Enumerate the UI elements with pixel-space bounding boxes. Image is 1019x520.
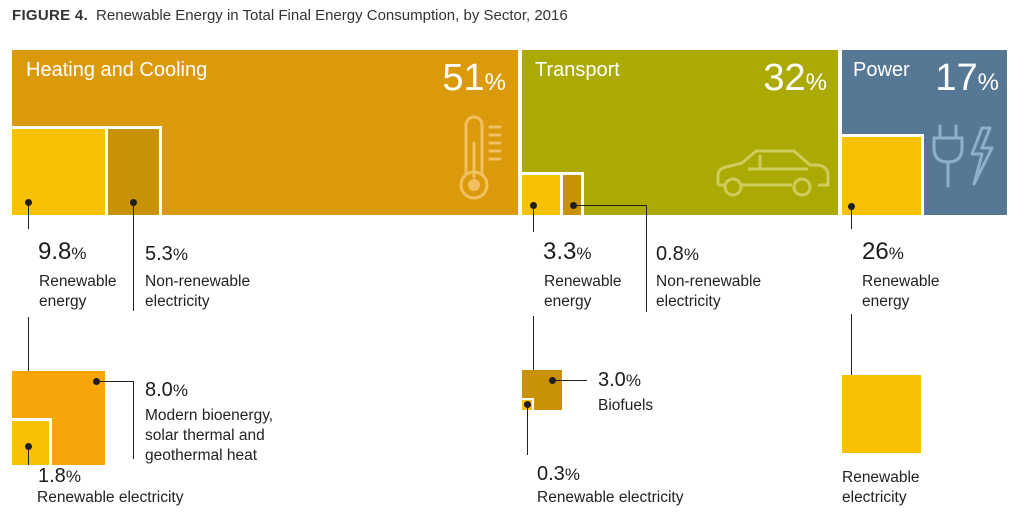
heating-renewable-dot [25, 199, 32, 206]
heating-renewable-electricity-label: Renewable electricity [37, 489, 184, 506]
transport-renewable-connector [533, 206, 534, 232]
power-renewable-electricity-square [842, 375, 921, 453]
heating-nonrenewable-connector [133, 203, 134, 311]
transport-nonrenewable-label: Non-renewable electricity [656, 273, 762, 310]
heating-nonrenewable-label: Non-renewable electricity [145, 273, 251, 310]
transport-biofuels-label: Biofuels [598, 397, 654, 414]
heating-bioenergy-dot [93, 378, 100, 385]
heating-nonrenewable-value: 5.3% [145, 243, 188, 265]
figure-title: FIGURE 4. Renewable Energy in Total Final… [12, 7, 568, 24]
power-share: 17% [935, 57, 999, 99]
heating-cooling-label: Heating and Cooling [26, 59, 208, 81]
transport-breakdown-connector [533, 316, 534, 382]
heating-renewable-value: 9.8% [38, 238, 87, 265]
figure-number: FIGURE 4. [12, 7, 89, 24]
figure-title-text: Renewable Energy in Total Final Energy C… [96, 7, 568, 24]
heating-renewable-label: Renewable energy [39, 273, 117, 310]
power-renewable-square [842, 134, 924, 215]
transport-renewable-electricity-value: 0.3% [537, 463, 580, 485]
power-renewable-dot [848, 203, 855, 210]
heating-bioenergy-value: 8.0% [145, 379, 188, 401]
transport-renewable-electricity-connector [527, 405, 528, 455]
heating-cooling-share: 51% [442, 57, 506, 99]
power-plug-icon [932, 124, 994, 188]
power-renewable-electricity-label: Renewable electricity [842, 469, 920, 506]
transport-renewable-dot [530, 202, 537, 209]
transport-nonrenewable-connector-h [574, 205, 647, 206]
heating-breakdown-connector [28, 317, 29, 381]
transport-biofuels-value: 3.0% [598, 369, 641, 391]
car-icon [716, 149, 830, 197]
heating-renewable-connector [28, 203, 29, 229]
transport-nonrenewable-connector-v [646, 205, 647, 312]
transport-biofuels-connector [553, 380, 587, 381]
transport-renewable-square [522, 172, 563, 215]
heating-renewable-electricity-square [12, 418, 52, 465]
heating-bioenergy-label: Modern bioenergy, solar thermal and geot… [145, 407, 274, 464]
power-breakdown-connector [851, 314, 852, 375]
power-label: Power [853, 59, 910, 81]
power-renewable-value: 26% [862, 238, 904, 265]
heating-renewable-electricity-value: 1.8% [38, 465, 81, 487]
heating-bioenergy-connector-h [97, 381, 134, 382]
transport-biofuels-dot [549, 377, 556, 384]
thermometer-icon [459, 115, 502, 200]
transport-renewable-label: Renewable energy [544, 273, 622, 310]
transport-share: 32% [763, 57, 827, 99]
heating-bioenergy-connector-v [133, 381, 134, 459]
power-renewable-label: Renewable energy [862, 273, 940, 310]
transport-renewable-electricity-dot [524, 401, 531, 408]
transport-renewable-value: 3.3% [543, 238, 592, 265]
transport-nonrenewable-value: 0.8% [656, 243, 699, 265]
heating-renewable-electricity-dot [25, 443, 32, 450]
transport-label: Transport [535, 59, 620, 81]
heating-renewable-electricity-connector [28, 447, 29, 465]
heating-nonrenewable-dot [130, 199, 137, 206]
transport-nonrenewable-square [563, 172, 584, 215]
transport-nonrenewable-dot [570, 202, 577, 209]
power-renewable-connector [851, 207, 852, 229]
transport-renewable-electricity-label: Renewable electricity [537, 489, 684, 506]
